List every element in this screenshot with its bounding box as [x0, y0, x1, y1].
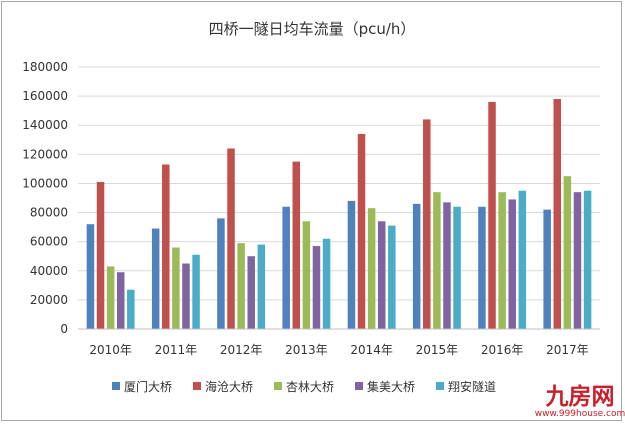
- bar: [573, 192, 582, 329]
- bar: [96, 181, 105, 329]
- bar: [217, 218, 225, 329]
- legend-swatch: [355, 382, 363, 390]
- bar: [583, 190, 592, 329]
- bar: [172, 247, 180, 329]
- legend-label: 翔安隧道: [448, 379, 496, 394]
- legend-label: 海沧大桥: [205, 379, 253, 394]
- chart-title: 四桥一隧日均车流量（pcu/h）: [209, 20, 416, 38]
- bar: [192, 254, 200, 329]
- bar: [412, 203, 421, 329]
- x-tick-label: 2013年: [285, 343, 328, 357]
- x-tick-label: 2015年: [416, 343, 459, 357]
- bar: [453, 206, 461, 329]
- bar: [227, 148, 235, 329]
- bar: [127, 289, 135, 329]
- y-tick-label: 20000: [30, 293, 68, 307]
- bar: [553, 99, 562, 330]
- x-tick-label: 2010年: [89, 343, 132, 357]
- legend-label: 杏林大桥: [286, 380, 334, 394]
- legend-label: 集美大桥: [367, 379, 415, 394]
- watermark-url: www.999house.com: [535, 409, 625, 419]
- bar: [322, 238, 331, 329]
- bar: [151, 228, 160, 329]
- bar: [518, 190, 527, 329]
- bar: [257, 244, 266, 329]
- legend-swatch: [193, 382, 201, 390]
- y-axis-ticks: 0 20000 40000 60000 80000 100000 120000 140000 1…: [22, 60, 68, 336]
- bar: [563, 176, 572, 329]
- bar: [443, 202, 451, 329]
- y-tick-label: 100000: [22, 176, 68, 190]
- bar: [86, 224, 95, 329]
- bar: [106, 266, 115, 329]
- legend-swatch: [436, 382, 444, 390]
- x-tick-label: 2017年: [546, 343, 589, 357]
- bar: [388, 225, 396, 329]
- bar: [247, 256, 255, 329]
- y-tick-label: 140000: [22, 118, 68, 132]
- bar: [292, 161, 301, 329]
- y-tick-label: 60000: [30, 235, 68, 249]
- x-tick-label: 2016年: [481, 343, 524, 357]
- watermark: 九房网 www.999house.com: [535, 383, 625, 419]
- bar: [282, 206, 290, 329]
- bars: [86, 99, 592, 330]
- bar: [182, 263, 190, 329]
- y-tick-label: 0: [60, 322, 68, 336]
- x-tick-label: 2012年: [220, 343, 263, 357]
- legend: 厦门大桥 海沧大桥 杏林大桥 集美大桥 翔安隧道: [112, 379, 496, 394]
- bar: [498, 192, 506, 329]
- x-axis-ticks: 2010年 2011年 2012年 2013年 2014年 2015年 2016年 2017年: [89, 343, 588, 357]
- bar: [347, 200, 356, 329]
- bar: [357, 133, 366, 329]
- y-tick-label: 80000: [30, 206, 68, 220]
- x-tick-label: 2014年: [350, 343, 393, 357]
- bar: [237, 243, 245, 329]
- bar: [377, 221, 386, 329]
- legend-label: 厦门大桥: [124, 379, 172, 394]
- legend-swatch: [112, 382, 120, 390]
- bar: [433, 192, 441, 329]
- bar: [312, 246, 321, 329]
- bar: [116, 272, 125, 329]
- bar: [367, 208, 376, 329]
- x-tick-label: 2011年: [155, 343, 198, 357]
- bar: [508, 199, 516, 329]
- y-tick-label: 180000: [22, 60, 68, 74]
- bar: [423, 119, 431, 330]
- bar: [302, 221, 311, 329]
- bar: [543, 209, 551, 329]
- y-tick-label: 120000: [22, 147, 68, 161]
- bar: [488, 101, 496, 329]
- bar: [478, 206, 486, 329]
- legend-swatch: [274, 382, 282, 390]
- watermark-brand: 九房网: [545, 383, 615, 410]
- y-tick-label: 40000: [30, 264, 68, 278]
- bar: [162, 164, 170, 329]
- y-tick-label: 160000: [22, 89, 68, 103]
